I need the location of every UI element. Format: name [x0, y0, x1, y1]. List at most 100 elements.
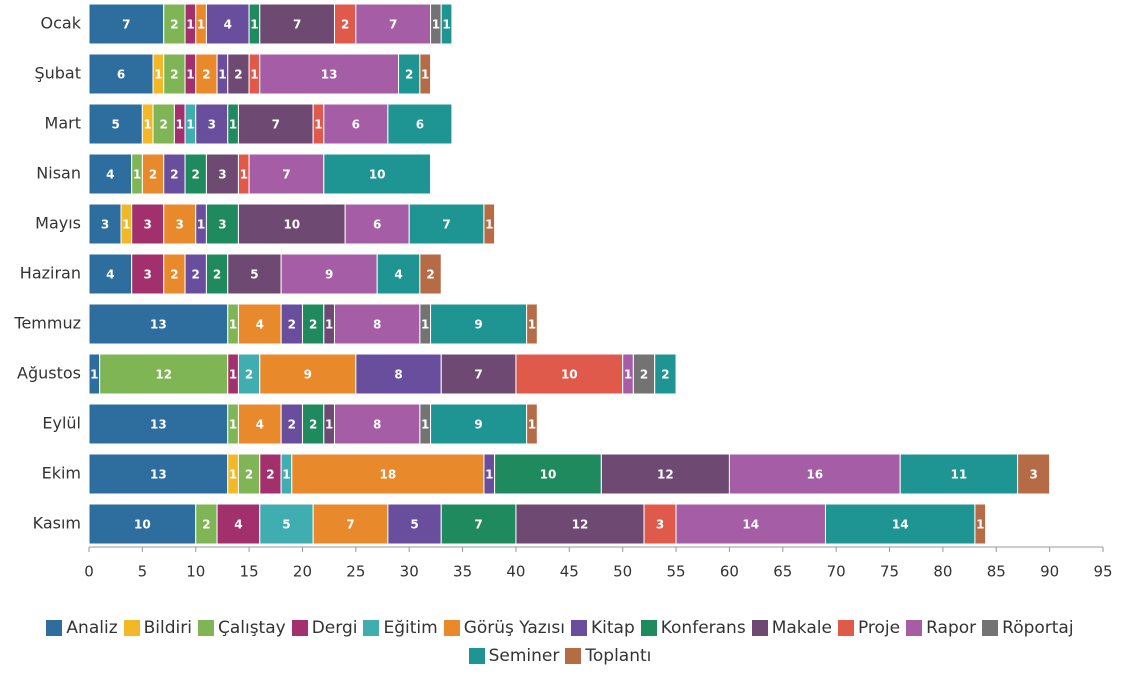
data-label: 9 [325, 268, 333, 282]
bar-segment [237, 203, 346, 245]
bar-segment [88, 503, 197, 545]
bar-segment [259, 503, 314, 545]
data-label: 2 [213, 268, 221, 282]
x-tick-label: 75 [880, 563, 899, 581]
data-label: 13 [150, 418, 167, 432]
legend-label: Eğitim [383, 618, 438, 638]
data-label: 4 [256, 418, 264, 432]
data-label: 13 [150, 318, 167, 332]
data-label: 3 [176, 218, 184, 232]
x-tick-label: 5 [138, 563, 148, 581]
data-label: 1 [282, 468, 290, 482]
data-label: 2 [309, 318, 317, 332]
bar-segment [419, 253, 442, 295]
data-label: 1 [421, 318, 429, 332]
data-label: 2 [661, 368, 669, 382]
data-label: 5 [112, 118, 120, 132]
bar-segment [259, 53, 400, 95]
data-label: 18 [380, 468, 397, 482]
data-label: 1 [186, 68, 194, 82]
legend: Analiz Bildiri Çalıştay Dergi Eğitim Görüş Ya… [40, 614, 1080, 670]
legend-label: Röportaj [1002, 618, 1074, 638]
x-tick-label: 45 [560, 563, 579, 581]
legend-item: Seminer [468, 642, 560, 670]
bar-segment [237, 303, 282, 345]
legend-item: Proje [837, 614, 901, 642]
bar-segment [248, 153, 325, 195]
data-label: 1 [240, 168, 248, 182]
data-label: 7 [474, 518, 482, 532]
data-label: 2 [245, 468, 253, 482]
category-label: Kasım [33, 514, 81, 533]
category-label: Ocak [41, 14, 82, 33]
data-label: 10 [283, 218, 300, 232]
bar-segment [430, 403, 528, 445]
data-label: 1 [421, 68, 429, 82]
bar-segment [654, 353, 677, 395]
data-label: 1 [250, 68, 258, 82]
bar-segment [824, 503, 976, 545]
bar-segment [312, 503, 389, 545]
x-tick-label: 55 [667, 563, 686, 581]
bar-segment [440, 3, 453, 45]
legend-swatch [565, 648, 582, 664]
data-label: 2 [170, 268, 178, 282]
data-label: 2 [426, 268, 434, 282]
data-label: 12 [572, 518, 589, 532]
data-label: 13 [321, 68, 338, 82]
data-label: 2 [309, 418, 317, 432]
data-label: 7 [282, 168, 290, 182]
x-tick-label: 80 [933, 563, 952, 581]
bar-segment [323, 153, 432, 195]
data-label: 2 [202, 518, 210, 532]
x-tick-label: 0 [84, 563, 94, 581]
x-tick-label: 50 [613, 563, 632, 581]
data-label: 1 [229, 118, 237, 132]
bar-segment [483, 203, 496, 245]
legend-label: Seminer [488, 646, 560, 666]
x-tick-label: 25 [346, 563, 365, 581]
bar-segment [600, 453, 730, 495]
bar-segment [237, 103, 314, 145]
data-label: 1 [528, 318, 536, 332]
legend-label: Proje [857, 618, 901, 638]
legend-item: Eğitim [363, 614, 438, 642]
bar-segment [323, 103, 389, 145]
legend-swatch [906, 620, 923, 636]
bar-segment [205, 3, 250, 45]
data-label: 5 [250, 268, 258, 282]
data-label: 9 [474, 318, 482, 332]
legend-label: Makale [771, 618, 832, 638]
bar-segment [515, 353, 624, 395]
legend-item: Konferans [640, 614, 746, 642]
legend-item: Bildiri [123, 614, 192, 642]
legend-label: Bildiri [143, 618, 192, 638]
bar-segment [163, 203, 197, 245]
legend-label: Toplantı [585, 646, 652, 666]
data-label: 1 [133, 168, 141, 182]
bar-segment [216, 503, 261, 545]
data-label: 2 [245, 368, 253, 382]
data-label: 1 [197, 218, 205, 232]
data-label: 10 [540, 468, 557, 482]
legend-item: Dergi [291, 614, 357, 642]
bar-segment [440, 353, 517, 395]
data-label: 5 [282, 518, 290, 532]
legend-item: Çalıştay [197, 614, 286, 642]
data-label: 4 [224, 18, 232, 32]
data-label: 2 [288, 418, 296, 432]
x-tick-label: 35 [453, 563, 472, 581]
bar-segment [440, 503, 517, 545]
data-label: 1 [154, 68, 162, 82]
data-label: 1 [176, 118, 184, 132]
data-label: 2 [170, 18, 178, 32]
data-label: 10 [134, 518, 151, 532]
data-label: 2 [170, 68, 178, 82]
data-label: 2 [288, 318, 296, 332]
bar-segment [419, 53, 432, 95]
data-label: 3 [1029, 468, 1037, 482]
bar-segment [259, 353, 357, 395]
data-label: 11 [951, 468, 968, 482]
